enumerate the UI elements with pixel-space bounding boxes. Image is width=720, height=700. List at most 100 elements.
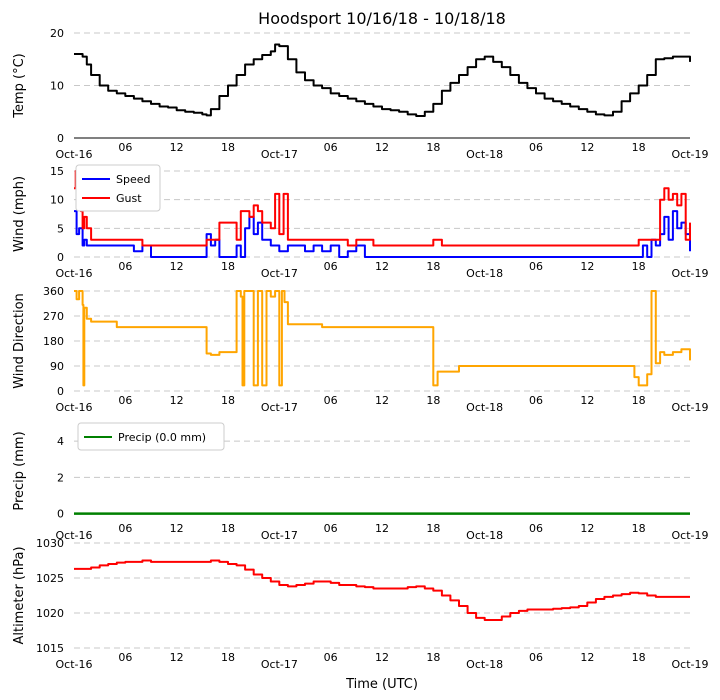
x-axis-label: Time (UTC)	[345, 677, 418, 692]
x-tick-label: 18	[426, 522, 440, 535]
x-tick-label: 12	[170, 260, 184, 273]
series-line-gust	[74, 170, 691, 247]
series-line-altimeter	[74, 559, 690, 621]
y-tick-label-wind: 15	[50, 165, 64, 178]
x-tick-label: 12	[375, 260, 389, 273]
x-tick-label: 06	[529, 522, 543, 535]
x-tick-label: Oct-18	[466, 148, 503, 161]
series-line-temp	[74, 43, 691, 117]
y-tick-label-direction: 90	[50, 360, 64, 373]
x-tick-label: 12	[375, 651, 389, 664]
y-tick-label-temp: 0	[57, 132, 64, 145]
y-tick-label-precip: 0	[57, 508, 64, 521]
y-axis-label-altimeter: Altimeter (hPa)	[12, 546, 27, 644]
x-tick-label: 18	[426, 141, 440, 154]
legend-label-speed: Speed	[116, 173, 150, 186]
x-tick-label: Oct-17	[261, 401, 298, 414]
x-tick-label: 06	[324, 260, 338, 273]
series-line-direction	[74, 290, 691, 387]
chart-title: Hoodsport 10/16/18 - 10/18/18	[258, 9, 506, 28]
legend-label-gust: Gust	[116, 192, 142, 205]
y-tick-label-precip: 2	[57, 471, 64, 484]
x-tick-label: 12	[170, 394, 184, 407]
x-tick-label: 12	[580, 522, 594, 535]
x-tick-label: 18	[632, 260, 646, 273]
x-tick-label: Oct-16	[56, 401, 93, 414]
y-tick-label-wind: 5	[57, 222, 64, 235]
x-tick-label: 18	[221, 394, 235, 407]
y-tick-label-temp: 20	[50, 27, 64, 40]
y-tick-label-altimeter: 1025	[36, 572, 64, 585]
x-tick-label: Oct-19	[672, 658, 709, 671]
y-axis-label-wind: Wind (mph)	[12, 176, 27, 252]
x-tick-label: 12	[170, 141, 184, 154]
x-tick-label: 06	[324, 651, 338, 664]
x-tick-label: 18	[221, 260, 235, 273]
x-tick-label: Oct-17	[261, 529, 298, 542]
x-tick-label: 18	[632, 141, 646, 154]
x-tick-label: 06	[118, 522, 132, 535]
x-tick-label: 12	[580, 394, 594, 407]
x-tick-label: 18	[632, 651, 646, 664]
y-tick-label-altimeter: 1015	[36, 642, 64, 655]
y-tick-label-direction: 270	[43, 310, 64, 323]
x-tick-label: 06	[118, 260, 132, 273]
legend-box-wind	[75, 164, 161, 212]
x-tick-label: Oct-18	[466, 658, 503, 671]
panel-wind: 0 5 10 15 Wind (mph) Oct-16 06 12 18 Oct-17 06 12 18…	[12, 164, 709, 280]
x-tick-label: 12	[580, 260, 594, 273]
y-axis-label-direction: Wind Direction	[12, 293, 27, 389]
x-tick-label: 06	[324, 522, 338, 535]
y-tick-label-wind: 10	[50, 194, 64, 207]
x-tick-label: Oct-19	[672, 267, 709, 280]
series-line-speed	[74, 210, 691, 258]
y-tick-label-direction: 180	[43, 335, 64, 348]
x-tick-label: 12	[170, 522, 184, 535]
x-tick-label: Oct-19	[672, 529, 709, 542]
x-tick-label: 06	[324, 141, 338, 154]
y-tick-label-altimeter: 1020	[36, 607, 64, 620]
x-tick-label: 18	[632, 522, 646, 535]
x-tick-label: 06	[529, 394, 543, 407]
x-tick-label: 06	[529, 651, 543, 664]
y-axis-label-precip: Precip (mm)	[12, 431, 27, 510]
x-tick-label: Oct-16	[56, 658, 93, 671]
x-tick-label: 06	[529, 260, 543, 273]
x-tick-label: Oct-17	[261, 658, 298, 671]
panel-precip: 0 2 4 Precip (mm) Oct-16 06 12 18 Oct-17 06 12 18 Oc…	[12, 422, 709, 542]
y-axis-label-temp: Temp (°C)	[12, 53, 27, 119]
y-tick-label-altimeter: 1030	[36, 537, 64, 550]
y-tick-label-precip: 4	[57, 435, 64, 448]
x-tick-label: 12	[170, 651, 184, 664]
x-tick-label: 18	[221, 141, 235, 154]
x-tick-label: 18	[221, 651, 235, 664]
x-tick-label: Oct-16	[56, 148, 93, 161]
x-tick-label: 18	[632, 394, 646, 407]
x-tick-label: Oct-18	[466, 401, 503, 414]
x-tick-label: Oct-17	[261, 267, 298, 280]
x-tick-label: Oct-19	[672, 401, 709, 414]
x-tick-label: Oct-18	[466, 529, 503, 542]
x-tick-label: 06	[529, 141, 543, 154]
panel-altimeter: 1015 1020 1025 1030 Altimeter (hPa) Oct-16 06 1…	[12, 537, 709, 671]
x-tick-label: 12	[375, 394, 389, 407]
x-tick-label: 12	[580, 651, 594, 664]
y-tick-label-wind: 0	[57, 251, 64, 264]
y-tick-label-temp: 10	[50, 80, 64, 93]
legend-label-precip: Precip (0.0 mm)	[118, 431, 206, 444]
x-tick-label: 12	[375, 141, 389, 154]
x-tick-label: Oct-16	[56, 529, 93, 542]
x-tick-label: Oct-18	[466, 267, 503, 280]
y-tick-label-direction: 360	[43, 285, 64, 298]
x-tick-label: 06	[118, 141, 132, 154]
legend-box-precip	[77, 422, 225, 451]
x-tick-label: 06	[118, 651, 132, 664]
x-tick-label: 18	[426, 651, 440, 664]
x-tick-label: 12	[580, 141, 594, 154]
x-tick-label: 06	[324, 394, 338, 407]
x-tick-label: 18	[426, 394, 440, 407]
x-tick-label: 18	[221, 522, 235, 535]
x-tick-label: Oct-16	[56, 267, 93, 280]
x-tick-label: 18	[426, 260, 440, 273]
